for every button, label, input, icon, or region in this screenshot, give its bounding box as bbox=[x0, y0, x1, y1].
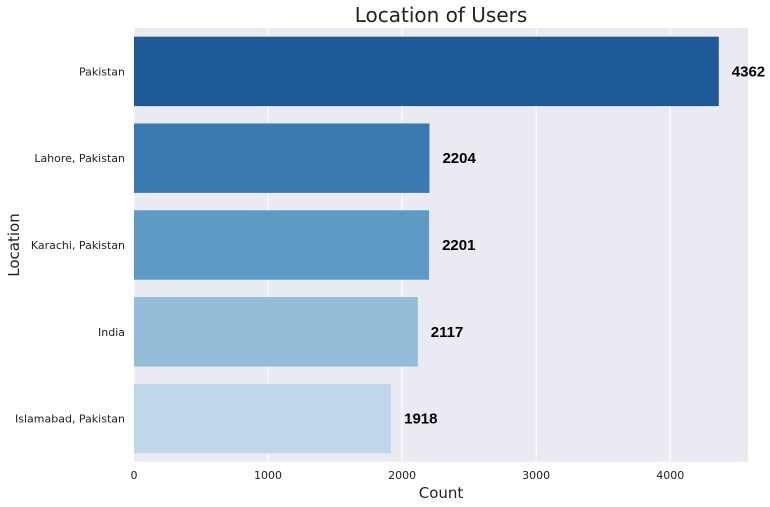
data-label: 4362 bbox=[732, 63, 765, 80]
data-label: 2201 bbox=[442, 237, 475, 254]
x-tick-labels: 0 1000 2000 3000 4000 bbox=[131, 469, 685, 482]
data-label: 1918 bbox=[404, 411, 437, 428]
data-label: 2117 bbox=[431, 324, 464, 341]
chart-title: Location of Users bbox=[355, 3, 528, 27]
bar bbox=[134, 297, 418, 367]
x-tick-label: 3000 bbox=[522, 469, 550, 482]
bars bbox=[134, 36, 719, 454]
x-axis-label: Count bbox=[419, 484, 464, 502]
y-axis-label: Location bbox=[5, 213, 23, 276]
category-label: India bbox=[98, 326, 125, 339]
x-tick-label: 1000 bbox=[254, 469, 282, 482]
bar bbox=[134, 36, 719, 107]
data-labels: 4362 2204 2201 2117 1918 bbox=[404, 63, 765, 427]
category-labels: Pakistan Lahore, Pakistan Karachi, Pakista… bbox=[15, 65, 125, 425]
category-label: Pakistan bbox=[79, 65, 125, 78]
data-label: 2204 bbox=[442, 150, 476, 167]
category-label: Karachi, Pakistan bbox=[31, 239, 125, 252]
category-label: Islamabad, Pakistan bbox=[15, 413, 125, 426]
x-tick-label: 0 bbox=[131, 469, 138, 482]
bar bbox=[134, 383, 392, 454]
x-tick-label: 4000 bbox=[656, 469, 684, 482]
category-label: Lahore, Pakistan bbox=[34, 152, 125, 165]
bar bbox=[134, 210, 430, 280]
bar bbox=[134, 123, 430, 193]
x-tick-label: 2000 bbox=[388, 469, 416, 482]
